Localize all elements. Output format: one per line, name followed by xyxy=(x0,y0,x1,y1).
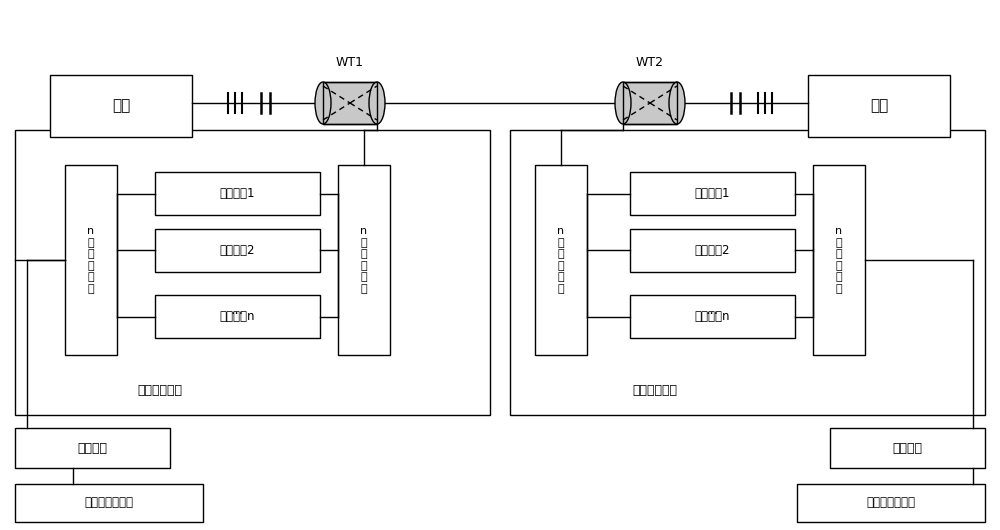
Text: 滤波单元2: 滤波单元2 xyxy=(695,244,730,257)
Text: 输出: 输出 xyxy=(870,99,888,113)
Bar xyxy=(623,82,677,124)
Bar xyxy=(813,165,865,355)
Bar xyxy=(830,428,985,468)
Text: 滤波单元n: 滤波单元n xyxy=(220,310,255,323)
Bar xyxy=(623,82,677,124)
Text: WT1: WT1 xyxy=(336,56,364,69)
Text: 检波模块: 检波模块 xyxy=(78,441,108,455)
Text: 滤波单元n: 滤波单元n xyxy=(695,310,730,323)
Bar xyxy=(630,295,795,338)
Bar xyxy=(630,172,795,215)
Bar xyxy=(155,229,320,272)
Bar xyxy=(323,82,377,124)
Ellipse shape xyxy=(369,82,385,124)
Text: ...: ... xyxy=(706,303,719,317)
Text: n
路
选
择
开
关: n 路 选 择 开 关 xyxy=(87,226,95,294)
Bar xyxy=(535,165,587,355)
Bar xyxy=(797,484,985,522)
Ellipse shape xyxy=(615,82,631,124)
Bar xyxy=(15,428,170,468)
Text: 检波模块: 检波模块 xyxy=(893,441,923,455)
Bar xyxy=(510,130,985,415)
Text: 信号处理模块: 信号处理模块 xyxy=(633,384,678,397)
Bar xyxy=(155,295,320,338)
Text: 滤波单元1: 滤波单元1 xyxy=(220,187,255,200)
Bar xyxy=(338,165,390,355)
Bar xyxy=(65,165,117,355)
Bar xyxy=(15,484,203,522)
Bar xyxy=(155,172,320,215)
Text: ...: ... xyxy=(231,303,244,317)
Bar xyxy=(323,82,377,124)
Text: 信号处理模块: 信号处理模块 xyxy=(138,384,182,397)
Bar xyxy=(630,229,795,272)
Text: n
路
选
择
开
关: n 路 选 择 开 关 xyxy=(835,226,843,294)
Ellipse shape xyxy=(669,82,685,124)
Text: n
路
选
择
开
关: n 路 选 择 开 关 xyxy=(360,226,368,294)
Text: 检测信号输出端: 检测信号输出端 xyxy=(84,497,134,509)
Bar xyxy=(50,75,192,137)
Bar xyxy=(15,130,490,415)
Text: WT2: WT2 xyxy=(636,56,664,69)
Text: 滤波单元1: 滤波单元1 xyxy=(695,187,730,200)
Text: n
路
选
择
开
关: n 路 选 择 开 关 xyxy=(557,226,565,294)
Ellipse shape xyxy=(315,82,331,124)
Text: 输入: 输入 xyxy=(112,99,130,113)
Text: 检测信号输出端: 检测信号输出端 xyxy=(866,497,916,509)
Bar xyxy=(808,75,950,137)
Text: 滤波单元2: 滤波单元2 xyxy=(220,244,255,257)
